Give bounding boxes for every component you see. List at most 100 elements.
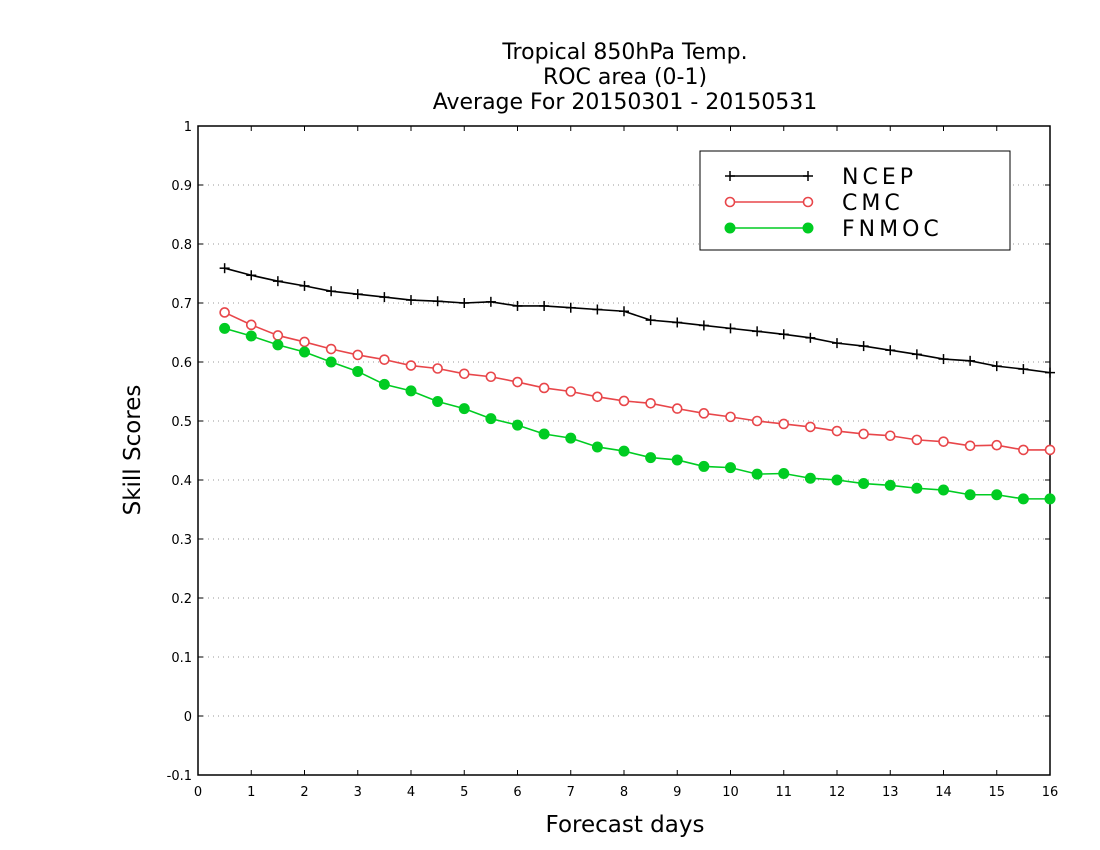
- series-ncep: [219, 263, 1055, 378]
- point-ncep: [592, 304, 603, 315]
- point-fnmoc: [964, 489, 976, 501]
- point-fnmoc: [458, 403, 470, 415]
- legend-marker-ncep: [803, 171, 813, 181]
- point-fnmoc: [485, 413, 497, 425]
- point-cmc: [618, 395, 630, 407]
- x-tick-label: 12: [829, 785, 846, 800]
- point-fnmoc: [618, 445, 630, 457]
- point-fnmoc: [432, 396, 444, 408]
- point-fnmoc: [698, 460, 710, 472]
- point-cmc: [245, 319, 257, 331]
- legend-marker-cmc: [724, 196, 736, 208]
- point-fnmoc: [405, 385, 417, 397]
- y-axis-label: Skill Scores: [120, 385, 146, 516]
- point-fnmoc: [671, 454, 683, 466]
- point-cmc: [379, 354, 390, 365]
- point-cmc: [592, 391, 603, 403]
- point-ncep: [725, 323, 736, 334]
- point-ncep: [698, 320, 709, 331]
- point-ncep: [272, 276, 283, 287]
- y-tick-label: 0: [184, 710, 192, 725]
- point-cmc: [219, 307, 230, 318]
- legend-box: [699, 150, 1011, 251]
- x-tick-label: 2: [300, 785, 308, 800]
- point-cmc: [405, 360, 417, 371]
- point-cmc: [512, 376, 523, 388]
- data-series: [219, 263, 1056, 505]
- point-cmc: [751, 415, 763, 427]
- y-tick-label: 0.1: [171, 651, 192, 666]
- point-ncep: [326, 286, 337, 297]
- point-cmc: [1018, 444, 1029, 456]
- point-fnmoc: [804, 472, 816, 484]
- point-cmc: [778, 418, 790, 430]
- y-tick-label: 0.4: [171, 474, 192, 489]
- point-ncep: [885, 345, 896, 356]
- legend-marker-cmc: [802, 196, 814, 208]
- point-ncep: [299, 280, 310, 291]
- point-cmc: [565, 386, 577, 397]
- x-tick-label: 5: [460, 785, 468, 800]
- point-cmc: [325, 343, 337, 355]
- point-ncep: [246, 270, 257, 281]
- point-ncep: [965, 355, 976, 366]
- point-cmc: [805, 421, 816, 433]
- point-ncep: [406, 295, 416, 306]
- point-ncep: [645, 315, 656, 326]
- legend-label-fnmoc: FNMOC: [842, 217, 943, 242]
- point-ncep: [512, 300, 523, 311]
- grid-lines: [198, 184, 1050, 717]
- point-ncep: [619, 306, 629, 317]
- x-tick-label: 3: [354, 785, 362, 800]
- point-cmc: [911, 434, 923, 446]
- point-cmc: [645, 397, 656, 409]
- point-fnmoc: [512, 419, 523, 431]
- series-fnmoc: [219, 322, 1056, 505]
- point-cmc: [964, 440, 976, 452]
- y-tick-label: 0.9: [171, 179, 192, 194]
- point-fnmoc: [725, 462, 736, 474]
- point-ncep: [379, 292, 390, 303]
- point-ncep: [1018, 364, 1029, 375]
- point-ncep: [352, 289, 363, 300]
- y-tick-label: -0.1: [167, 769, 192, 784]
- y-tick-label: 0.8: [171, 238, 192, 253]
- point-ncep: [672, 317, 683, 328]
- point-fnmoc: [645, 452, 657, 464]
- series-line-ncep: [224, 267, 1051, 374]
- x-tick-label: 10: [722, 785, 739, 800]
- title-line-3: Average For 20150301 - 20150531: [433, 90, 818, 115]
- point-ncep: [991, 361, 1002, 372]
- point-ncep: [858, 341, 869, 352]
- point-ncep: [459, 298, 470, 308]
- point-cmc: [671, 403, 683, 414]
- point-ncep: [539, 300, 550, 311]
- point-fnmoc: [245, 330, 257, 342]
- x-tick-label: 6: [513, 785, 521, 800]
- x-tick-label: 4: [407, 785, 415, 800]
- point-ncep: [565, 302, 576, 313]
- point-fnmoc: [884, 479, 896, 491]
- x-tick-label: 14: [935, 785, 952, 800]
- x-tick-label: 7: [567, 785, 575, 800]
- x-tick-label: 0: [194, 785, 202, 800]
- point-ncep: [752, 326, 763, 337]
- point-ncep: [805, 332, 816, 343]
- point-ncep: [778, 329, 789, 340]
- point-fnmoc: [1017, 493, 1029, 505]
- x-axis-label: Forecast days: [546, 812, 705, 838]
- x-tick-label: 11: [775, 785, 792, 800]
- point-fnmoc: [352, 365, 364, 377]
- point-ncep: [485, 296, 496, 307]
- legend-marker-fnmoc: [724, 222, 736, 234]
- point-cmc: [485, 371, 497, 383]
- point-fnmoc: [538, 428, 550, 440]
- point-cmc: [299, 336, 310, 348]
- point-fnmoc: [858, 478, 870, 490]
- point-cmc: [352, 349, 364, 361]
- point-cmc: [991, 439, 1003, 451]
- point-cmc: [725, 411, 736, 423]
- point-ncep: [1045, 367, 1055, 378]
